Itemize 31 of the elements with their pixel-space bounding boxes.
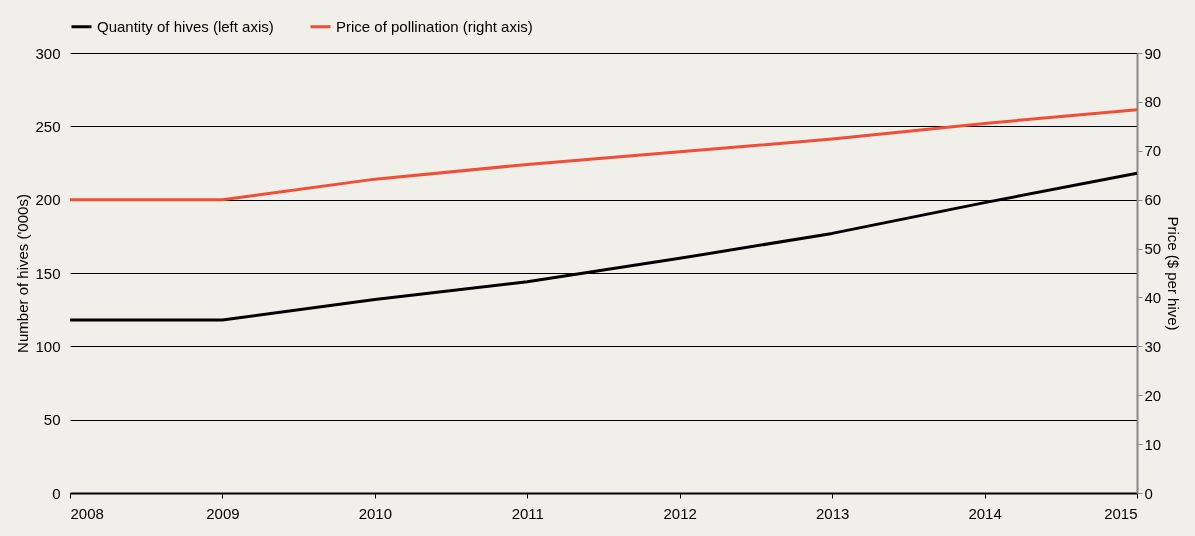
- x-tick-label: 2012: [663, 504, 697, 522]
- y2-axis-title: Price ($ per hive): [1165, 216, 1183, 331]
- x-tick-label: 2013: [815, 504, 850, 522]
- y-tick-label: 150: [35, 264, 61, 282]
- y2-tick-label: 60: [1144, 191, 1162, 209]
- y2-tick-label: 20: [1144, 386, 1162, 404]
- line-series: [68, 108, 1139, 202]
- x-tick-label: 2009: [206, 504, 240, 522]
- y2-tick-label: 0: [1144, 484, 1153, 502]
- line-series: [68, 171, 1139, 322]
- x-tick-label: 2010: [358, 504, 393, 522]
- y2-tick-label: 30: [1144, 337, 1162, 355]
- x-tick-label: 2014: [968, 504, 1002, 522]
- y2-tick-label: 70: [1144, 142, 1162, 160]
- y2-tick-label: 80: [1144, 93, 1162, 111]
- x-tick-label: 2008: [70, 504, 104, 522]
- y-tick-label: 0: [52, 484, 61, 502]
- y-tick-label: 300: [35, 44, 61, 62]
- legend-label: Quantity of hives (left axis): [97, 17, 274, 35]
- y2-tick-label: 50: [1144, 240, 1162, 258]
- y2-tick-label: 90: [1144, 44, 1162, 62]
- y-tick-label: 100: [35, 337, 61, 355]
- y-axis-title: Number of hives ('000s): [14, 194, 32, 353]
- y-tick-label: 50: [43, 411, 61, 429]
- x-tick-label: 2015: [1104, 504, 1138, 522]
- legend-label: Price of pollination (right axis): [336, 17, 533, 35]
- y2-tick-label: 10: [1144, 435, 1162, 453]
- y-tick-label: 200: [35, 191, 61, 209]
- y-tick-label: 250: [35, 117, 61, 135]
- x-tick-label: 2011: [511, 504, 544, 522]
- y2-tick-label: 40: [1144, 288, 1162, 306]
